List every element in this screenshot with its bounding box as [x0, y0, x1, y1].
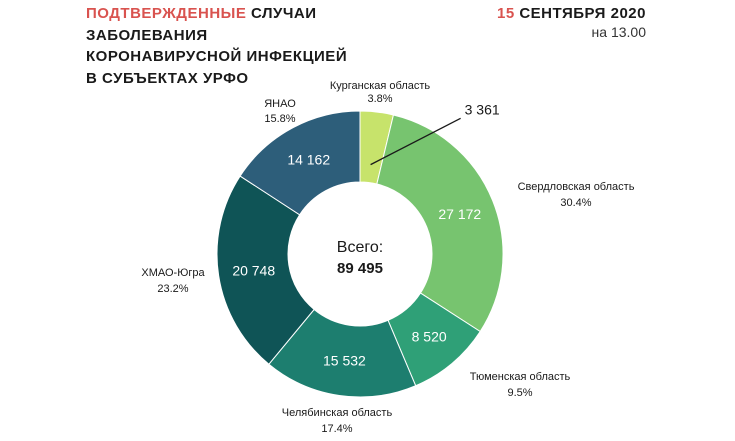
value-label-3: 15 532	[323, 352, 366, 368]
title-line-3: КОРОНАВИРУСНОЙ ИНФЕКЦИЕЙ	[86, 48, 348, 65]
slice-percent-2: 9.5%	[507, 387, 532, 399]
title-line-4: В СУБЪЕКТАХ УРФО	[86, 69, 249, 87]
value-label-5: 14 162	[287, 152, 330, 168]
report-date: 15 СЕНТЯБРЯ 2020	[497, 5, 646, 23]
slice-name-5: ЯНАО	[264, 98, 296, 110]
total-label: Всего:	[337, 239, 383, 256]
slice-percent-1: 30.4%	[560, 197, 591, 209]
slice-name-1: Свердловская область	[518, 181, 635, 193]
report-time: на 13.00	[591, 24, 646, 40]
slice-name-0: Курганская область	[330, 80, 431, 92]
date-block: 15 СЕНТЯБРЯ 2020 на 13.00	[497, 5, 646, 41]
total-value: 89 495	[337, 260, 383, 277]
donut-slices	[216, 110, 504, 398]
slice-name-2: Тюменская область	[470, 371, 571, 383]
title-accent: ПОДТВЕРЖДЕННЫЕ	[86, 5, 247, 22]
title-line-1-rest: СЛУЧАИ	[246, 5, 317, 22]
slice-percent-4: 23.2%	[157, 283, 188, 295]
slice-1	[376, 114, 504, 333]
slice-name-3: Челябинская область	[282, 407, 393, 419]
value-label-1: 27 172	[438, 206, 481, 222]
value-label-0: 3 361	[465, 101, 500, 117]
value-label-2: 8 520	[412, 328, 447, 344]
slice-name-4: ХМАО-Югра	[141, 267, 205, 279]
slice-percent-5: 15.8%	[264, 113, 295, 125]
chart-title: ПОДТВЕРЖДЕННЫЕ СЛУЧАИ ЗАБОЛЕВАНИЯ КОРОНА…	[86, 3, 347, 89]
leader-line-0	[370, 117, 461, 166]
slice-percent-0: 3.8%	[367, 93, 392, 105]
slice-5	[239, 110, 361, 216]
slice-percent-3: 17.4%	[321, 423, 352, 435]
title-line-1: ПОДТВЕРЖДЕННЫЕ СЛУЧАИ	[86, 3, 347, 25]
value-label-4: 20 748	[232, 262, 275, 278]
date-month-year: СЕНТЯБРЯ 2020	[514, 5, 646, 22]
title-line-2: ЗАБОЛЕВАНИЯ	[86, 26, 208, 44]
slice-4	[216, 175, 315, 365]
date-day: 15	[496, 5, 515, 22]
